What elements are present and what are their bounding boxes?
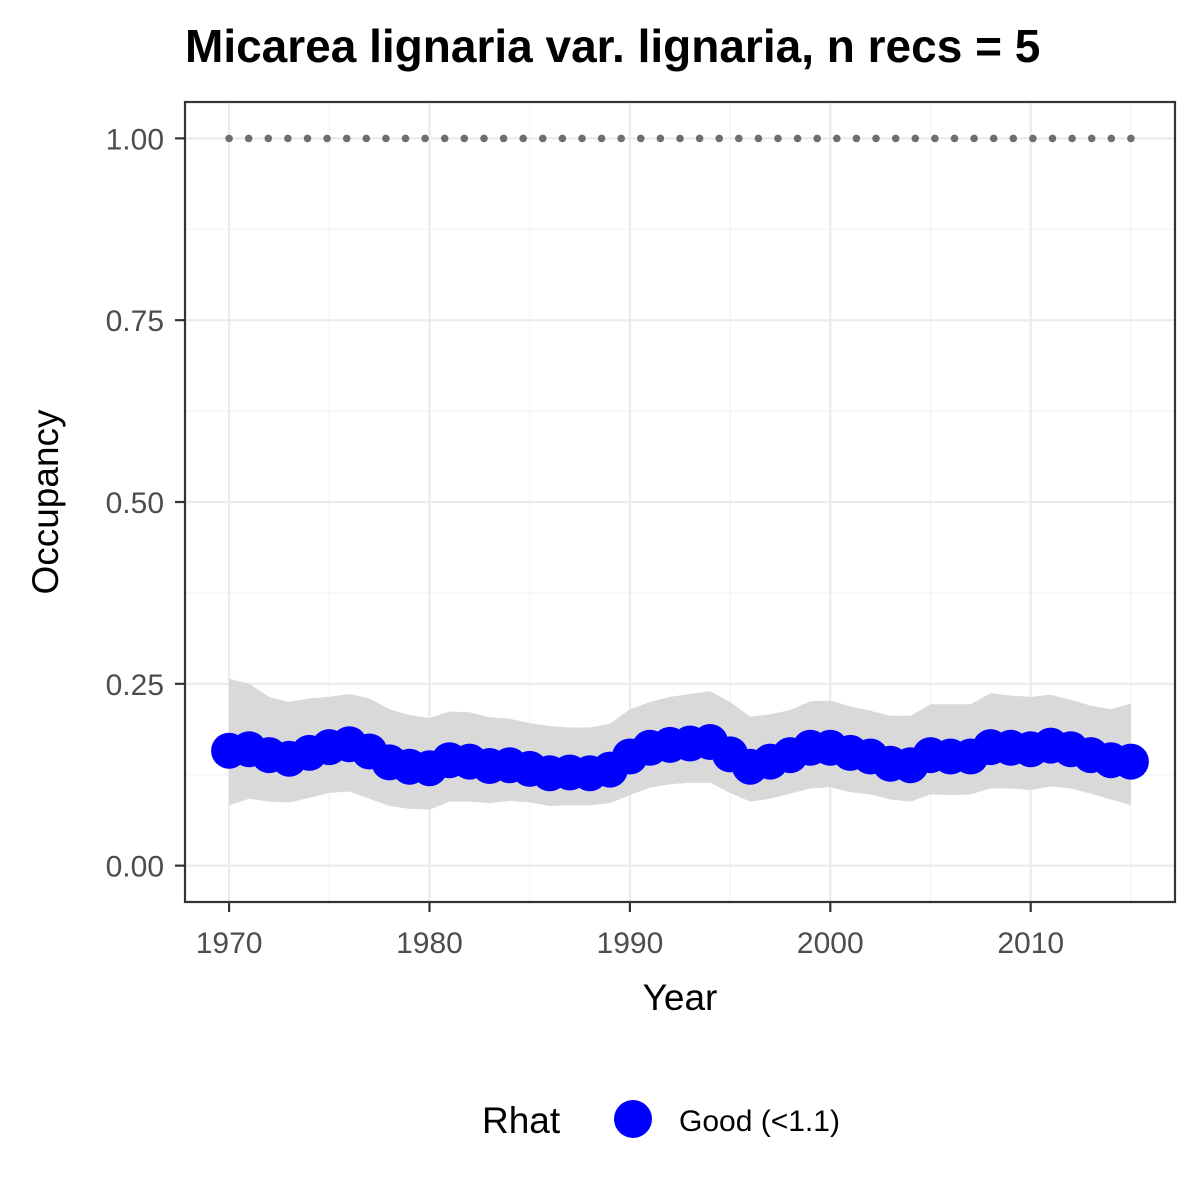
reference-line-dot: [774, 134, 782, 143]
reference-line-dot: [401, 134, 410, 143]
reference-line-dot: [225, 134, 233, 143]
reference-line-dot: [519, 134, 527, 143]
reference-line-dot: [676, 134, 684, 143]
reference-line-dot: [872, 134, 880, 143]
reference-line-dot: [950, 134, 959, 143]
reference-line-dot: [656, 134, 665, 143]
reference-line-dot: [931, 134, 939, 143]
reference-line-dot: [715, 134, 723, 143]
reference-line-dot: [735, 134, 743, 143]
reference-line-dot: [382, 134, 390, 143]
legend: Rhat Good (<1.1): [482, 1100, 840, 1141]
y-tick-label: 1.00: [106, 123, 164, 156]
reference-line-dot: [539, 134, 547, 143]
legend-title: Rhat: [482, 1100, 561, 1141]
chart-title: Micarea lignaria var. lignaria, n recs =…: [185, 20, 1040, 72]
y-axis: 0.00 0.25 0.50 0.75 1.00: [106, 123, 185, 884]
reference-line-dot: [1029, 134, 1037, 143]
reference-line-dot: [578, 134, 586, 143]
reference-line-dot: [264, 134, 273, 143]
reference-line-dot: [833, 134, 841, 143]
reference-line-layer: [225, 134, 1135, 143]
reference-line-dot: [852, 134, 861, 143]
reference-line-dot: [323, 134, 331, 143]
occupancy-points-layer: [211, 724, 1149, 792]
x-tick-label: 2000: [797, 927, 864, 960]
reference-line-dot: [970, 134, 978, 143]
reference-line-dot: [813, 134, 821, 143]
reference-line-dot: [891, 134, 900, 143]
reference-line-dot: [793, 134, 802, 143]
reference-line-dot: [499, 134, 508, 143]
reference-line-dot: [1009, 134, 1018, 143]
y-tick-label: 0.50: [106, 487, 164, 520]
reference-line-dot: [244, 134, 253, 143]
x-tick-label: 2010: [997, 927, 1064, 960]
reference-line-dot: [460, 134, 469, 143]
legend-key-good: [614, 1100, 652, 1138]
reference-line-dot: [597, 134, 606, 143]
x-axis-title: Year: [643, 977, 718, 1018]
reference-line-dot: [480, 134, 488, 143]
x-tick-label: 1980: [396, 927, 463, 960]
y-tick-label: 0.75: [106, 305, 164, 338]
y-tick-label: 0.00: [106, 851, 164, 884]
plot-area: [183, 100, 1177, 904]
reference-line-dot: [754, 134, 763, 143]
x-tick-label: 1990: [597, 927, 664, 960]
reference-line-dot: [695, 134, 704, 143]
reference-line-dot: [421, 134, 429, 143]
reference-line-dot: [284, 134, 292, 143]
y-axis-title: Occupancy: [25, 409, 66, 595]
legend-label-good: Good (<1.1): [679, 1105, 840, 1138]
reference-line-dot: [989, 134, 998, 143]
reference-line-dot: [617, 134, 625, 143]
reference-line-dot: [1068, 134, 1076, 143]
reference-line-dot: [440, 134, 449, 143]
reference-line-dot: [1107, 134, 1116, 143]
reference-line-dot: [362, 134, 371, 143]
x-tick-label: 1970: [196, 927, 263, 960]
reference-line-dot: [342, 134, 351, 143]
reference-line-dot: [1048, 134, 1057, 143]
reference-line-dot: [637, 134, 645, 143]
reference-line-dot: [303, 134, 312, 143]
reference-line-dot: [911, 134, 920, 143]
occupancy-point: [1112, 743, 1149, 780]
y-tick-label: 0.25: [106, 669, 164, 702]
x-axis: 1970 1980 1990 2000 2010: [196, 902, 1064, 960]
reference-line-dot: [1127, 134, 1135, 143]
reference-line-dot: [1087, 134, 1096, 143]
reference-line-dot: [558, 134, 567, 143]
